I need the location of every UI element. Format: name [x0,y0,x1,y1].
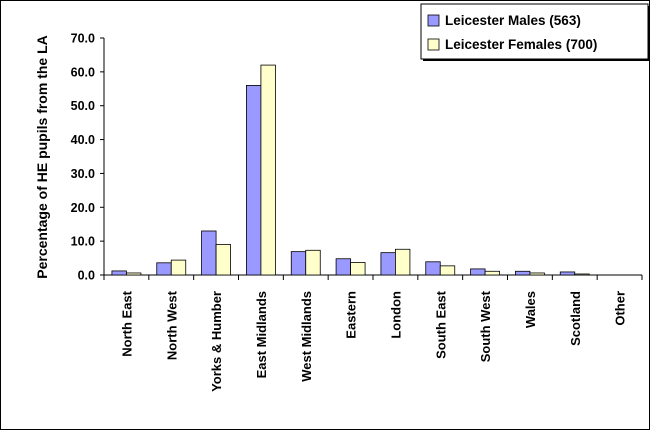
bar-males [425,261,441,276]
bar-males [111,270,127,276]
y-tick-label: 0.0 [78,269,95,283]
y-tick-label: 30.0 [71,167,95,181]
bar-males [559,271,576,276]
x-tick-label: West Midlands [299,291,314,382]
y-tick-label: 10.0 [71,235,95,249]
y-axis-title: Percentage of HE pupils from the LA [34,35,50,278]
x-tick-label: London [388,291,403,339]
bar-males [290,251,307,276]
legend-label: Leicester Males (563) [445,13,581,28]
x-tick-label: Other [613,291,628,326]
bar-males [515,270,531,276]
legend-box [420,3,649,60]
bar-males [470,268,486,276]
bar-females [395,248,411,276]
bar-females [529,272,545,276]
plot-area: 0.0 10.0 20.0 30.0 40.0 50.0 60.0 70.0 North Eas… [71,32,643,392]
bar-males [156,262,172,276]
y-tick-label: 60.0 [71,65,95,79]
bar-females [484,270,500,276]
bar-females [126,272,142,276]
x-tick-label: South East [433,290,448,359]
legend-swatch [427,14,440,27]
y-tick-label: 20.0 [71,201,95,215]
legend-label: Leicester Females (700) [445,37,597,52]
x-tick-label: Scotland [568,291,583,346]
bar-males [201,230,217,276]
x-tick-label: Eastern [344,291,359,339]
bar-females [260,64,276,276]
bar-females [170,259,187,276]
x-tick-label: Yorks & Humber [209,291,224,392]
x-tick-label: South West [478,290,493,362]
bar-females [439,265,456,276]
bar-males [246,85,262,276]
y-tick-label: 70.0 [71,32,95,46]
bar-females [215,244,231,276]
x-tick-label: Wales [523,291,538,328]
legend-swatch [427,38,440,51]
bar-females [305,249,321,276]
bar-males [380,252,396,276]
x-tick-label: North West [164,290,179,360]
bar-females [574,273,590,276]
y-tick-label: 50.0 [71,99,95,113]
y-tick-label: 40.0 [71,133,95,147]
legend: Leicester Males (563) Leicester Females (… [420,3,650,61]
x-tick-label: East Midlands [254,291,269,378]
bar-females [350,262,366,276]
bar-males [335,258,351,276]
x-tick-label: North East [119,290,134,356]
